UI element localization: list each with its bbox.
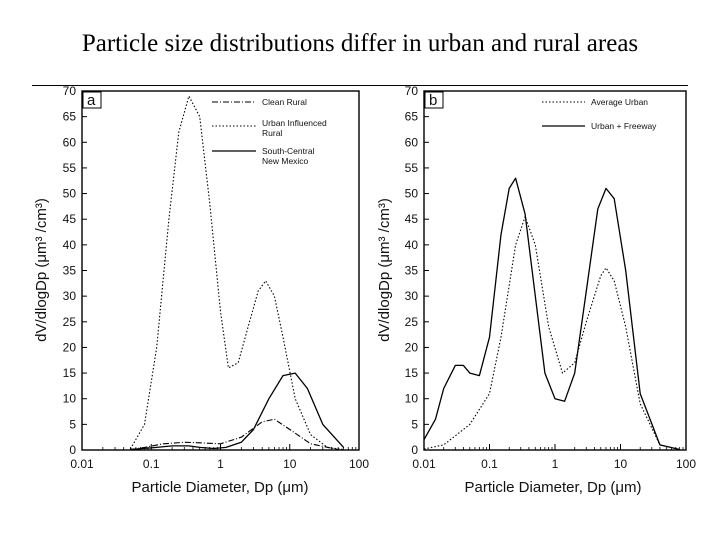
panel-b-ytick-label-60: 60	[405, 135, 419, 149]
panel-b-ytick-label-65: 65	[405, 110, 419, 124]
legend-south-central-line2: New Mexico	[262, 156, 309, 166]
panel-a-label-box	[82, 91, 102, 109]
panel-a-series-clean-rural	[130, 418, 339, 451]
panel-a-xtick-label-0.1: 0.1	[143, 457, 160, 471]
panel-a-ytick-label-60: 60	[63, 135, 77, 149]
legend-urban-freeway: Urban + Freeway	[591, 121, 657, 131]
panel-b-ytick-label-25: 25	[405, 315, 419, 329]
panel-a-ytick-label-40: 40	[63, 238, 77, 252]
panel-b-xtick-label-10: 10	[614, 457, 628, 471]
panel-b-ytick-label-20: 20	[405, 340, 419, 354]
panel-a-ylabel: dV/dlogDp (μm³ /cm³)	[33, 198, 50, 342]
panel-a-label: a	[87, 92, 96, 109]
panel-b-ytick-label-30: 30	[405, 289, 419, 303]
panel-a-xtick-label-10: 10	[283, 457, 297, 471]
panel-b-legend: Average Urban Urban + Freeway	[542, 97, 657, 131]
panel-a-ytick-label-65: 65	[63, 110, 77, 124]
panel-b-ytick-label-40: 40	[405, 238, 419, 252]
title-divider	[32, 85, 688, 86]
panel-a-ytick-label-35: 35	[63, 264, 77, 278]
panel-b-ticks: 0 5 10 15 20 25 30 35 40 45 50 55 60 65 70 0.01 0.1 1 10 10…	[405, 84, 697, 471]
panel-b-xtick-label-1: 1	[552, 457, 559, 471]
legend-south-central-line1: South-Central	[262, 146, 315, 156]
panel-b-ytick-label-10: 10	[405, 392, 419, 406]
panel-b-ytick-label-45: 45	[405, 212, 419, 226]
panel-a-ytick-label-55: 55	[63, 161, 77, 175]
panel-a-ytick-label-10: 10	[63, 392, 77, 406]
panel-b-ylabel: dV/dlogDp (μm³ /cm³)	[376, 198, 393, 342]
panel-b-xtick-label-100: 100	[676, 457, 696, 471]
panel-a-frame	[81, 90, 360, 451]
panel-b-xtick-label-0.01: 0.01	[412, 457, 436, 471]
legend-urban-influenced-line2: Rural	[262, 128, 282, 138]
panel-a-ytick-label-25: 25	[63, 315, 77, 329]
panel-b-ytick-label-35: 35	[405, 264, 419, 278]
panel-b-series	[423, 177, 680, 451]
panel-a-ytick-label-0: 0	[69, 443, 76, 457]
legend-clean-rural: Clean Rural	[262, 97, 307, 107]
panel-b-label-box	[424, 91, 444, 109]
panel-a-series-south-central-new-mexico	[130, 372, 345, 451]
panel-a-ytick-label-30: 30	[63, 289, 77, 303]
panel-a-series	[129, 95, 345, 451]
panel-a-ytick-label-15: 15	[63, 366, 77, 380]
panel-b: 0 5 10 15 20 25 30 35 40 45 50 55 60 65 70 0.01 0.1 1 10 10…	[376, 84, 696, 496]
slide-title: Particle size distributions differ in ur…	[81, 30, 639, 57]
panel-a-ytick-label-70: 70	[63, 84, 77, 98]
panel-a-ytick-label-5: 5	[69, 417, 76, 431]
panel-b-ytick-label-0: 0	[411, 443, 418, 457]
legend-average-urban: Average Urban	[591, 97, 648, 107]
panel-a-xtick-label-100: 100	[349, 457, 369, 471]
panel-a-ytick-label-45: 45	[63, 212, 77, 226]
panel-b-ytick-label-55: 55	[405, 161, 419, 175]
panel-b-ytick-label-50: 50	[405, 187, 419, 201]
panel-a-legend: Clean Rural Urban Influenced Rural South…	[212, 97, 327, 166]
panel-b-ytick-label-5: 5	[411, 417, 418, 431]
panel-a-ytick-label-50: 50	[63, 187, 77, 201]
panel-a-series-urban-influenced-rural	[129, 95, 344, 451]
legend-urban-influenced-line1: Urban Influenced	[262, 118, 327, 128]
panel-b-ytick-label-15: 15	[405, 366, 419, 380]
panel-a-xtick-label-0.01: 0.01	[70, 457, 94, 471]
panel-a-ytick-label-20: 20	[63, 340, 77, 354]
panel-a-ticks: 0 5 10 15 20 25 30 35 40 45 50 55 60 65 70 0.01 0.1 1 10 10…	[63, 84, 370, 471]
panel-b-series-average-urban	[423, 216, 680, 451]
panel-b-series-urban-freeway	[423, 177, 680, 451]
panel-b-xtick-label-0.1: 0.1	[481, 457, 498, 471]
panel-b-label: b	[429, 92, 437, 109]
panel-a-xlabel: Particle Diameter, Dp (μm)	[131, 479, 308, 496]
panel-a: 0 5 10 15 20 25 30 35 40 45 50 55 60 65 70 0.01 0.1 1 10 10…	[33, 84, 369, 496]
panel-b-xlabel: Particle Diameter, Dp (μm)	[464, 479, 641, 496]
panel-b-frame	[423, 90, 687, 451]
panel-b-ytick-label-70: 70	[405, 84, 419, 98]
panel-a-xtick-label-1: 1	[217, 457, 224, 471]
